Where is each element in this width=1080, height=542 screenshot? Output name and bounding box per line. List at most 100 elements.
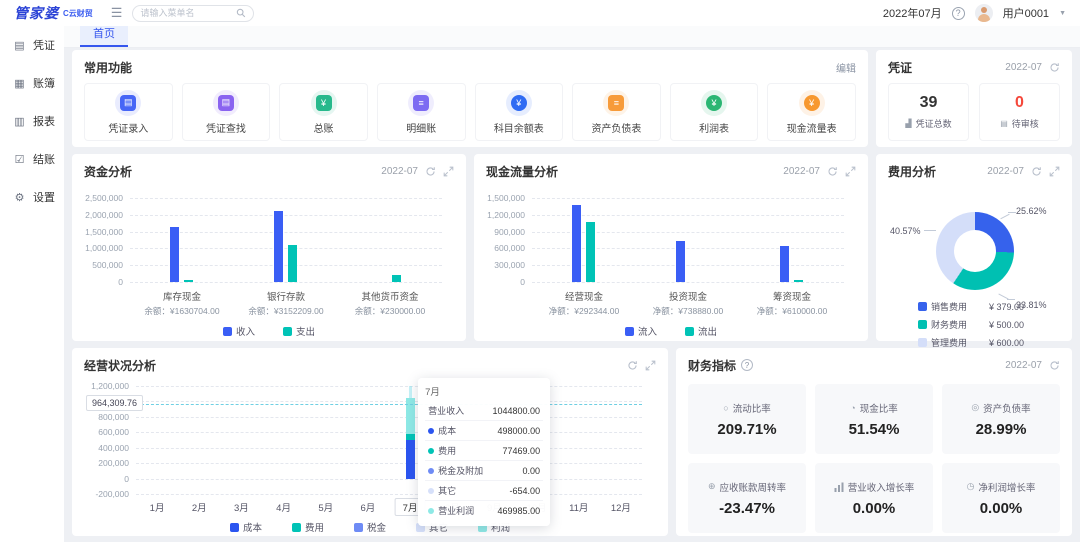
- quick-function-利润表[interactable]: ¥ 利润表: [669, 83, 759, 141]
- sidebar-item-label: 凭证: [33, 40, 55, 52]
- help-icon[interactable]: ?: [951, 6, 965, 20]
- refresh-icon[interactable]: [1049, 360, 1060, 371]
- y-axis-tick: 500,000: [92, 260, 123, 271]
- refresh-icon[interactable]: [425, 166, 436, 177]
- stat-value: 0: [1015, 94, 1024, 111]
- cashflow-statement-icon: ¥: [803, 94, 820, 111]
- refresh-icon[interactable]: [627, 360, 638, 371]
- top-header: 管家婆 C云财贸 ☰ 2022年07月 ? 用户0001 ▼: [0, 0, 1080, 26]
- chevron-down-icon[interactable]: ▼: [1059, 9, 1066, 17]
- expand-icon[interactable]: [845, 166, 856, 177]
- balance-label: 余额：¥1630704.00: [144, 306, 220, 316]
- bar-流出-经营现金: [586, 221, 595, 282]
- tooltip-value: 469985.00: [497, 505, 541, 516]
- tooltip-label: 其它: [438, 486, 457, 496]
- panel-period: 2022-07: [783, 165, 820, 177]
- panel-title: 凭证: [888, 60, 913, 75]
- sidebar-item-凭证[interactable]: ▤ 凭证: [0, 26, 64, 64]
- voucher-count-icon: ▟: [905, 119, 912, 128]
- expand-icon[interactable]: [645, 360, 656, 371]
- quick-function-资产负债表[interactable]: ≡ 资产负债表: [572, 83, 661, 141]
- sidebar-item-设置[interactable]: ⚙ 设置: [0, 178, 64, 216]
- sidebar: ▤ 凭证 ▦ 账簿 ▥ 报表 ☑ 结账 ⚙ 设置: [0, 26, 64, 542]
- sidebar-item-结账[interactable]: ☑ 结账: [0, 140, 64, 178]
- expand-icon[interactable]: [1049, 166, 1060, 177]
- gridline: [136, 416, 642, 418]
- quick-function-凭证查找[interactable]: ▤ 凭证查找: [181, 83, 271, 141]
- stacked-bar-费用: [405, 434, 415, 441]
- refresh-icon[interactable]: [1031, 166, 1042, 177]
- y-axis-tick: 1,200,000: [91, 381, 129, 391]
- menu-search[interactable]: [132, 4, 255, 22]
- funds-chart: 2,500,000 2,000,000 1,500,000 1,000,000 500,…: [84, 182, 454, 338]
- legend-item-其它[interactable]: 其它: [416, 520, 448, 534]
- x-axis-label: 1月: [149, 503, 165, 514]
- legend-swatch: [283, 326, 292, 336]
- gridline: [130, 231, 442, 233]
- donut-legend-item-销售费用[interactable]: 销售费用 ¥ 379.00: [918, 300, 1024, 313]
- balance-sheet-icon: ≡: [608, 94, 625, 111]
- indicators-help-icon[interactable]: ?: [741, 359, 754, 371]
- legend-item-支出[interactable]: 支出: [283, 324, 315, 338]
- stacked-bar-利润: [405, 397, 415, 435]
- y-axis-tick: 2,500,000: [85, 193, 123, 203]
- indicator-label: 营业收入增长率: [847, 482, 915, 494]
- donut-legend-item-管理费用[interactable]: 管理费用 ¥ 600.00: [918, 336, 1024, 349]
- menu-toggle-icon[interactable]: ☰: [110, 5, 123, 20]
- refresh-icon[interactable]: [827, 166, 838, 177]
- quick-function-现金流量表[interactable]: ¥ 现金流量表: [767, 83, 856, 141]
- current-period[interactable]: 2022年07月: [882, 8, 942, 20]
- tooltip-title: 7月: [425, 387, 440, 398]
- sidebar-item-label: 报表: [33, 116, 55, 128]
- legend-item-费用[interactable]: 费用: [291, 520, 324, 534]
- balance-label: 余额：¥3152209.00: [248, 306, 324, 316]
- indicator-value: 28.99%: [975, 420, 1027, 438]
- edit-link[interactable]: 编辑: [836, 63, 856, 75]
- legend-label: 费用: [304, 523, 324, 534]
- quick-function-明细账[interactable]: ≡ 明细账: [376, 83, 466, 141]
- legend-item-税金[interactable]: 税金: [353, 520, 386, 534]
- y-axis-tick: 800,000: [98, 411, 129, 422]
- gridline: [130, 198, 442, 199]
- bar-流入-投资现金: [676, 240, 685, 282]
- tooltip-dot: [428, 467, 435, 474]
- search-input[interactable]: [140, 8, 233, 18]
- y-axis-tick: 2,000,000: [85, 209, 123, 220]
- x-axis-label: 5月: [318, 503, 334, 514]
- voucher-entry-icon: ▤: [120, 94, 137, 111]
- voucher-panel: 凭证 2022-07 39 ▟ 凭证总数 0 ▤ 待审核: [876, 50, 1072, 147]
- tooltip-row: 营业利润 469985.00: [425, 501, 543, 520]
- username[interactable]: 用户0001: [1002, 8, 1050, 20]
- tooltip-label: 税金及附加: [438, 466, 484, 476]
- category-label: 库存现金: [162, 292, 201, 303]
- refresh-icon[interactable]: [1049, 62, 1060, 73]
- legend-swatch: [918, 320, 927, 329]
- indicator-label: 资产负债率: [983, 403, 1031, 415]
- avatar[interactable]: [974, 4, 993, 22]
- sidebar-item-账簿[interactable]: ▦ 账簿: [0, 64, 64, 102]
- tooltip-label: 营业收入: [428, 406, 465, 416]
- y-axis-tick: 400,000: [98, 442, 129, 453]
- tooltip-dot: [428, 507, 435, 514]
- quick-function-凭证录入[interactable]: ▤ 凭证录入: [84, 83, 173, 141]
- donut-legend-item-财务费用[interactable]: 财务费用 ¥ 500.00: [918, 318, 1024, 331]
- tab-home[interactable]: 首页: [80, 22, 128, 47]
- legend-amount: ¥ 500.00: [989, 319, 1025, 330]
- legend-item-流出[interactable]: 流出: [685, 324, 717, 338]
- legend-item-流入[interactable]: 流入: [624, 324, 657, 338]
- legend-swatch: [478, 522, 488, 532]
- legend-item-收入[interactable]: 收入: [222, 324, 255, 338]
- quick-function-总账[interactable]: ¥ 总账: [279, 83, 368, 141]
- legend-item-成本[interactable]: 成本: [229, 520, 262, 534]
- expand-icon[interactable]: [443, 166, 454, 177]
- income-statement-icon: ¥: [706, 94, 723, 111]
- legend-swatch: [624, 326, 634, 336]
- sidebar-item-label: 设置: [33, 192, 55, 204]
- y-axis-tick: 1,500,000: [85, 226, 123, 237]
- main-area: 常用功能 编辑 ▤ 凭证录入 ▤ 凭证查找 ¥ 总账 ≡ 明细账 ¥ 科目余额表 ≡ 资产负债表 ¥ 利润…: [64, 48, 1080, 542]
- x-axis-label: 4月: [276, 503, 291, 514]
- sidebar-item-报表[interactable]: ▥ 报表: [0, 102, 64, 140]
- legend-item-利润[interactable]: 利润: [478, 520, 510, 534]
- average-marker-label: 964,309.76: [86, 395, 144, 412]
- quick-function-科目余额表[interactable]: ¥ 科目余额表: [474, 83, 564, 141]
